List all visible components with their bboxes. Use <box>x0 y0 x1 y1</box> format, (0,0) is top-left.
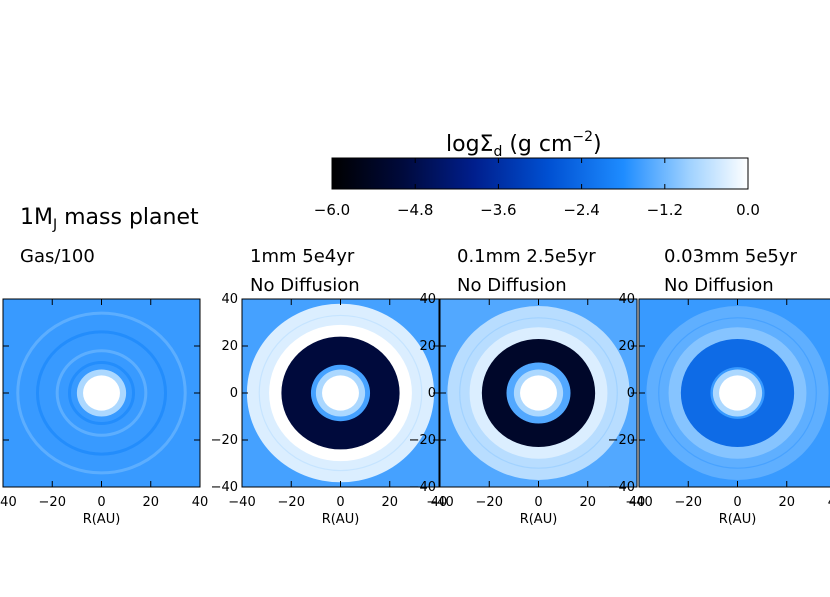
y-tick-label: 40 <box>221 292 238 307</box>
x-tick-label: 40 <box>431 495 448 510</box>
x-tick-label: −40 <box>625 495 652 510</box>
colorbar-tick-label: −1.2 <box>647 201 683 219</box>
central-cavity <box>83 375 120 411</box>
x-axis-label: R(AU) <box>719 512 757 527</box>
x-tick-label: 0 <box>534 495 542 510</box>
density-wave <box>55 349 148 437</box>
x-tick-label: 0 <box>336 495 344 510</box>
heatmap-image <box>242 299 439 487</box>
heatmap-image <box>639 299 830 487</box>
panel-sublabel: No Diffusion <box>250 275 360 296</box>
x-axis-label: R(AU) <box>83 512 121 527</box>
x-axis-label: R(AU) <box>322 512 360 527</box>
x-tick-label: −40 <box>228 495 255 510</box>
colorbar-tick-label: −6.0 <box>314 201 350 219</box>
x-tick-label: −20 <box>278 495 305 510</box>
heatmap-image <box>440 299 637 487</box>
colorbar-tick-label: −3.6 <box>480 201 516 219</box>
density-wave <box>35 330 168 456</box>
y-tick-label: −40 <box>409 480 436 495</box>
density-wave <box>67 360 136 426</box>
density-wave <box>459 317 618 469</box>
y-tick-label: 20 <box>618 339 635 354</box>
y-tick-label: 40 <box>618 292 635 307</box>
y-tick-label: 20 <box>221 339 238 354</box>
panel-sublabel: No Diffusion <box>664 275 774 296</box>
y-tick-label: −40 <box>608 480 635 495</box>
x-tick-label: 20 <box>142 495 159 510</box>
x-tick-label: 40 <box>828 495 830 510</box>
panel-label: Gas/100 <box>20 246 95 267</box>
x-tick-label: 0 <box>97 495 105 510</box>
y-tick-label: −40 <box>211 480 238 495</box>
y-tick-label: 0 <box>428 386 436 401</box>
colorbar <box>331 157 749 190</box>
colorbar-tick-label: −2.4 <box>563 201 599 219</box>
panel-label: 0.1mm 2.5e5yr <box>457 246 596 267</box>
x-tick-label: 20 <box>381 495 398 510</box>
heatmap-image <box>3 299 200 487</box>
x-tick-label: 40 <box>629 495 646 510</box>
x-axis-label: R(AU) <box>520 512 558 527</box>
x-tick-label: 20 <box>579 495 596 510</box>
x-tick-label: −20 <box>675 495 702 510</box>
y-tick-label: 20 <box>419 339 436 354</box>
panel-label: 1mm 5e4yr <box>250 246 355 267</box>
colorbar-tick-label: −4.8 <box>397 201 433 219</box>
colorbar-ticks: −6.0 −4.8 −3.6 −2.4 −1.2 0.0 <box>314 158 760 219</box>
y-tick-label: 40 <box>419 292 436 307</box>
y-tick-label: 0 <box>627 386 635 401</box>
x-tick-label: −40 <box>426 495 453 510</box>
panel-sublabel: No Diffusion <box>457 275 567 296</box>
density-wave <box>258 314 423 472</box>
x-tick-label: 0 <box>733 495 741 510</box>
x-tick-label: 20 <box>778 495 795 510</box>
central-cavity <box>322 375 359 411</box>
colorbar-label: logΣd (g cm−2) <box>446 129 602 160</box>
panels: −40−2002040R(AU)Gas/100−40−2002040−40−20… <box>0 246 830 527</box>
panel-label: 0.03mm 5e5yr <box>664 246 797 267</box>
colorbar-tick-label: 0.0 <box>736 201 760 219</box>
y-tick-label: −20 <box>211 433 238 448</box>
y-tick-label: −20 <box>608 433 635 448</box>
x-tick-label: 40 <box>192 495 209 510</box>
figure-title: 1MJ mass planet <box>20 205 199 233</box>
central-cavity <box>520 375 557 411</box>
density-wave <box>16 311 187 475</box>
x-tick-label: −20 <box>39 495 66 510</box>
y-tick-label: 0 <box>230 386 238 401</box>
density-wave <box>658 317 817 469</box>
central-cavity <box>719 375 756 411</box>
x-tick-label: −40 <box>0 495 17 510</box>
y-tick-label: −20 <box>409 433 436 448</box>
heatmap-panel: −40 −20 0 20 40 R(AU) Gas/100 <box>0 246 208 527</box>
x-tick-label: −20 <box>476 495 503 510</box>
